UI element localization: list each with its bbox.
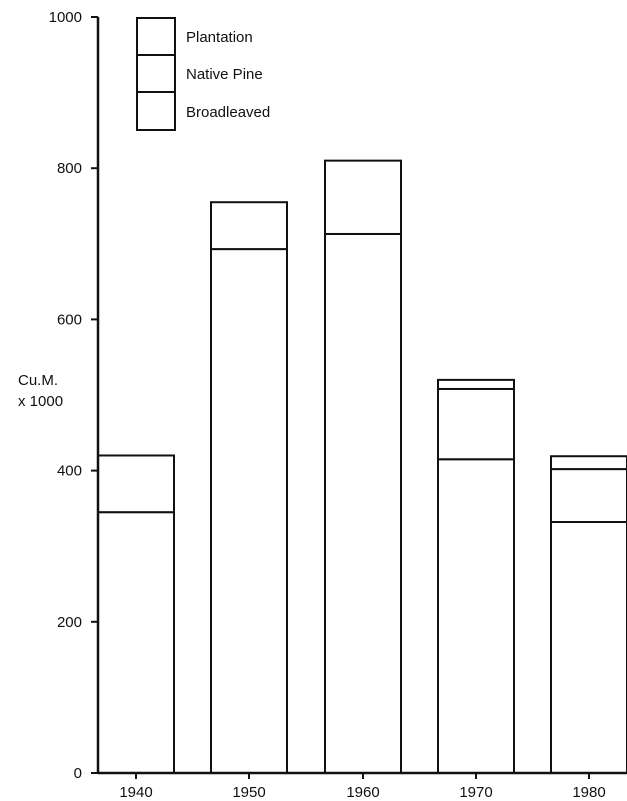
bar-segment-broadleaved-1940	[97, 511, 175, 774]
bars-group	[97, 159, 627, 775]
x-tick-label-1960: 1960	[346, 784, 379, 801]
x-tick-label-1950: 1950	[232, 784, 265, 801]
bar-segment-plantation-1960	[324, 159, 402, 235]
legend-label-plantation: Plantation	[186, 29, 253, 46]
x-tick-label-1980: 1980	[572, 784, 605, 801]
bar-segment-broadleaved-1960	[324, 232, 402, 775]
legend-swatch-broadleaved	[136, 91, 176, 131]
bar-segment-plantation-1970	[437, 378, 515, 390]
bar-segment-plantation-1950	[210, 201, 288, 251]
bar-segment-native-pine-1980	[550, 468, 627, 524]
y-ticks-group: 0 200 400 600 800 1000	[49, 9, 98, 782]
y-tick-label-200: 200	[57, 614, 82, 631]
y-tick-label-800: 800	[57, 160, 82, 177]
y-tick-label-1000: 1000	[49, 9, 82, 26]
legend-swatch-plantation	[136, 17, 176, 56]
bar-segment-broadleaved-1950	[210, 248, 288, 775]
legend-swatch-native-pine	[136, 54, 176, 93]
y-tick-label-400: 400	[57, 463, 82, 480]
x-ticks-group: 1940 1950 1960 1970 1980	[119, 773, 606, 801]
bar-segment-plantation-1980	[550, 455, 627, 471]
y-tick-label-0: 0	[74, 765, 82, 782]
bar-segment-broadleaved-1970	[437, 458, 515, 774]
legend-label-broadleaved: Broadleaved	[186, 104, 270, 121]
y-tick-label-600: 600	[57, 311, 82, 328]
bar-segment-broadleaved-1980	[550, 521, 627, 774]
x-tick-label-1970: 1970	[459, 784, 492, 801]
legend: Plantation Native Pine Broadleaved	[136, 17, 270, 131]
x-tick-label-1940: 1940	[119, 784, 152, 801]
bar-segment-plantation-1940	[97, 454, 175, 514]
legend-label-native-pine: Native Pine	[186, 66, 263, 83]
y-axis-title-line-1: Cu.M.	[18, 372, 58, 389]
bar-segment-native-pine-1970	[437, 387, 515, 461]
y-axis-title-line-2: x 1000	[18, 393, 63, 410]
